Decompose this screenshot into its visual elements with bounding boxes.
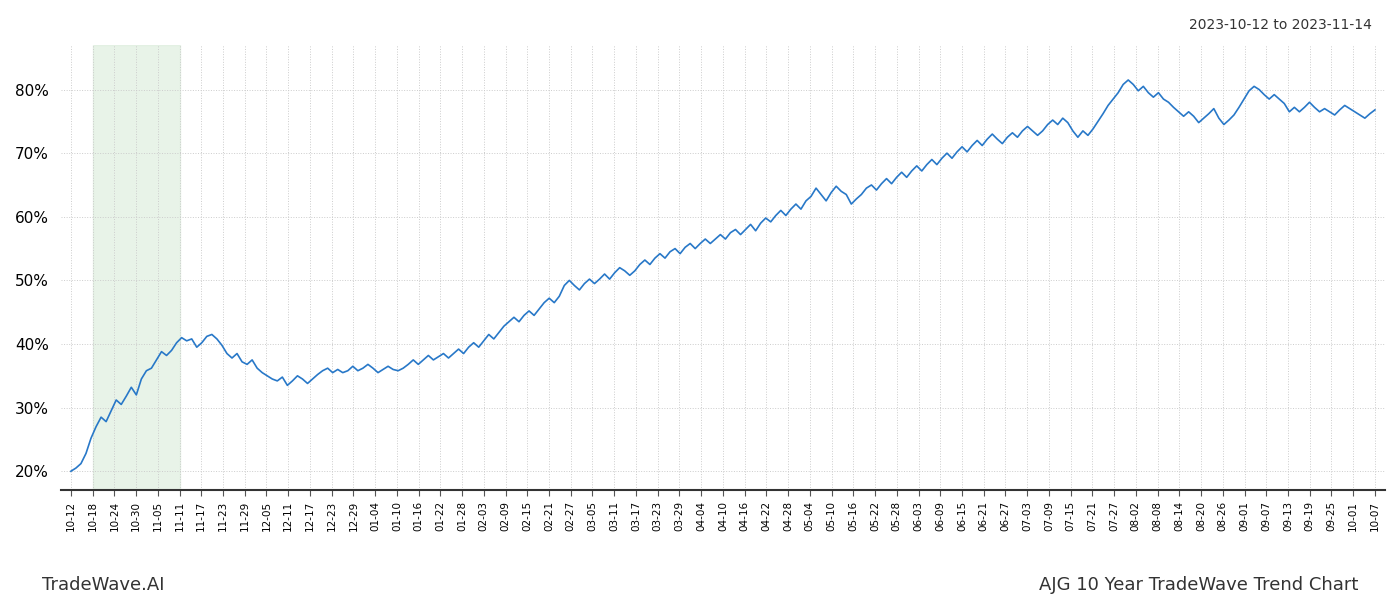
Bar — [92, 45, 179, 490]
Text: 2023-10-12 to 2023-11-14: 2023-10-12 to 2023-11-14 — [1189, 18, 1372, 32]
Text: TradeWave.AI: TradeWave.AI — [42, 576, 165, 594]
Text: AJG 10 Year TradeWave Trend Chart: AJG 10 Year TradeWave Trend Chart — [1039, 576, 1358, 594]
